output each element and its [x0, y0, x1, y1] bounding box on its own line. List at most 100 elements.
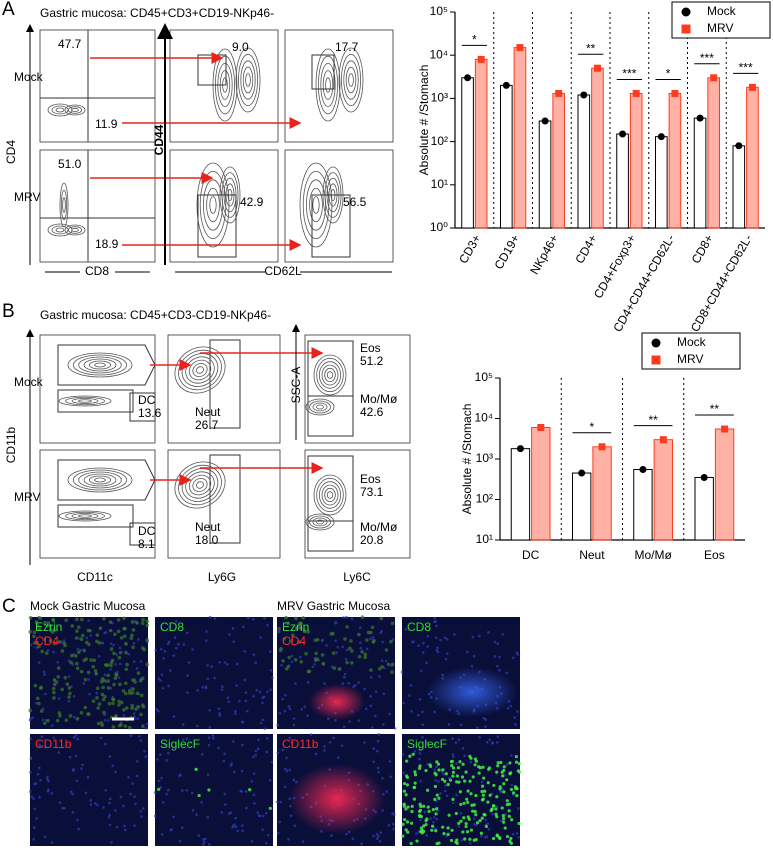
contour: [59, 182, 69, 228]
nucleus: [58, 801, 62, 805]
nucleus: [510, 754, 513, 757]
stain: [130, 633, 134, 638]
nucleus: [493, 655, 497, 658]
nucleus: [410, 710, 413, 713]
nucleus: [439, 638, 442, 642]
gate-name: DC: [138, 393, 156, 407]
stain: [474, 793, 478, 798]
point: [516, 445, 524, 453]
nucleus: [417, 644, 420, 647]
stain: [268, 806, 272, 811]
stain: [434, 773, 438, 777]
nucleus: [300, 707, 304, 711]
nucleus: [459, 723, 463, 727]
nucleus: [159, 647, 163, 651]
nucleus: [81, 763, 84, 767]
nucleus: [241, 824, 244, 827]
stain: [302, 629, 307, 633]
nucleus: [369, 704, 373, 708]
section-title: MRV Gastric Mucosa: [277, 599, 390, 613]
stain: [116, 618, 121, 622]
nucleus: [160, 673, 164, 677]
nucleus: [191, 648, 194, 651]
plot-frame: [39, 29, 156, 143]
stain: [451, 770, 455, 774]
nucleus: [231, 627, 235, 630]
legend-marker: [681, 24, 691, 34]
nucleus: [204, 639, 208, 642]
nucleus: [360, 842, 363, 846]
nucleus: [172, 654, 176, 657]
flow-title: Gastric mucosa: CD45+CD3-CD19-NKp46-: [40, 308, 271, 322]
nucleus: [89, 634, 93, 637]
stain: [434, 807, 439, 811]
nucleus: [206, 816, 210, 819]
nucleus: [117, 676, 121, 680]
row-label: MRV: [14, 190, 40, 204]
stain: [404, 793, 408, 797]
nucleus: [505, 671, 509, 675]
nucleus: [259, 636, 262, 639]
nucleus: [223, 792, 227, 796]
stain: [435, 793, 439, 797]
nucleus: [202, 843, 205, 846]
contour: [317, 55, 338, 115]
stain: [495, 815, 499, 819]
stain: [131, 687, 136, 691]
nucleus: [259, 721, 263, 725]
nucleus: [222, 759, 226, 763]
stain: [517, 821, 521, 826]
contour: [71, 513, 99, 519]
nucleus: [103, 718, 107, 722]
gate: [307, 395, 354, 437]
nucleus: [103, 673, 107, 677]
nucleus: [153, 791, 157, 794]
nucleus: [357, 719, 360, 722]
stain: [457, 821, 461, 825]
stain: [413, 785, 417, 790]
nucleus: [342, 616, 345, 619]
stain: [502, 817, 506, 821]
stain: [401, 834, 405, 838]
stain: [64, 618, 68, 622]
gate: [311, 54, 335, 90]
nucleus: [153, 814, 157, 818]
nucleus: [408, 694, 411, 697]
nucleus: [226, 663, 229, 666]
stain: [56, 666, 61, 670]
nucleus: [133, 715, 136, 719]
stain: [294, 616, 298, 621]
nucleus: [38, 743, 41, 747]
stain: [503, 826, 507, 830]
stain: [441, 825, 445, 829]
nucleus: [323, 745, 326, 748]
nucleus: [175, 620, 178, 623]
nucleus: [242, 625, 245, 629]
nucleus: [285, 769, 289, 773]
bar: [633, 469, 653, 541]
nucleus: [516, 653, 520, 656]
nucleus: [104, 630, 108, 634]
stain: [473, 809, 477, 814]
stain: [465, 830, 470, 834]
stain: [502, 782, 506, 786]
stain: [451, 797, 455, 801]
stain: [108, 620, 113, 624]
stain: [32, 634, 36, 639]
nucleus: [504, 812, 508, 816]
stain: [410, 809, 414, 814]
nucleus: [52, 650, 55, 654]
stain: [145, 623, 150, 628]
nucleus: [31, 716, 34, 720]
stain: [505, 778, 509, 782]
nucleus: [422, 641, 425, 645]
stain: [127, 725, 132, 730]
nucleus: [271, 676, 274, 679]
nucleus: [103, 742, 107, 746]
contour: [188, 359, 212, 381]
nucleus: [482, 716, 486, 720]
nucleus: [104, 789, 108, 792]
y-tick-label: 10⁴: [429, 47, 448, 61]
nucleus: [486, 822, 490, 826]
stain: [141, 618, 145, 622]
